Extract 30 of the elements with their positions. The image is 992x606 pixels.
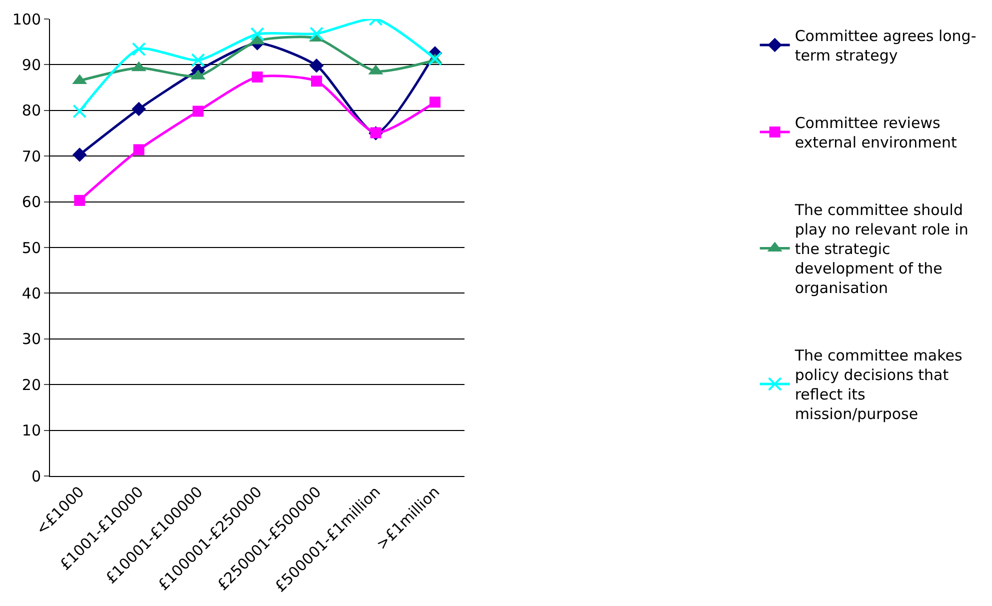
point (311, 76, 322, 87)
point (74, 194, 86, 206)
y-tick-label: 40 (22, 284, 41, 302)
point (429, 96, 440, 108)
point (250, 27, 264, 42)
legend-label: The committee should play no relevant role in the strategic development of the organisation (794, 201, 968, 298)
y-tick-label: 80 (22, 102, 41, 120)
y-tick-label: 70 (22, 147, 41, 166)
legend-label: The committee makes policy decisions that reflect its mission/purpose (794, 346, 962, 424)
point (310, 26, 324, 41)
y-tick-label: 10 (22, 422, 41, 440)
y-tick-label: 30 (22, 330, 41, 348)
y-tick-label: 100 (12, 10, 41, 28)
point (72, 148, 87, 162)
y-tick-label: 50 (22, 238, 41, 257)
point (252, 72, 263, 83)
point (309, 58, 324, 73)
point (428, 52, 442, 66)
point (72, 104, 87, 118)
y-tick-label: 20 (22, 376, 41, 394)
y-tick-label: 0 (31, 467, 41, 486)
point (191, 53, 206, 68)
legend-label: Committee agrees long-term strategy (794, 27, 976, 65)
y-tick-label: 60 (22, 193, 41, 212)
point (132, 102, 146, 116)
y-tick-label: 90 (22, 56, 41, 74)
legend-label: Committee reviews external environment (794, 114, 957, 152)
point (133, 144, 144, 156)
point (132, 42, 146, 56)
point (192, 106, 204, 117)
